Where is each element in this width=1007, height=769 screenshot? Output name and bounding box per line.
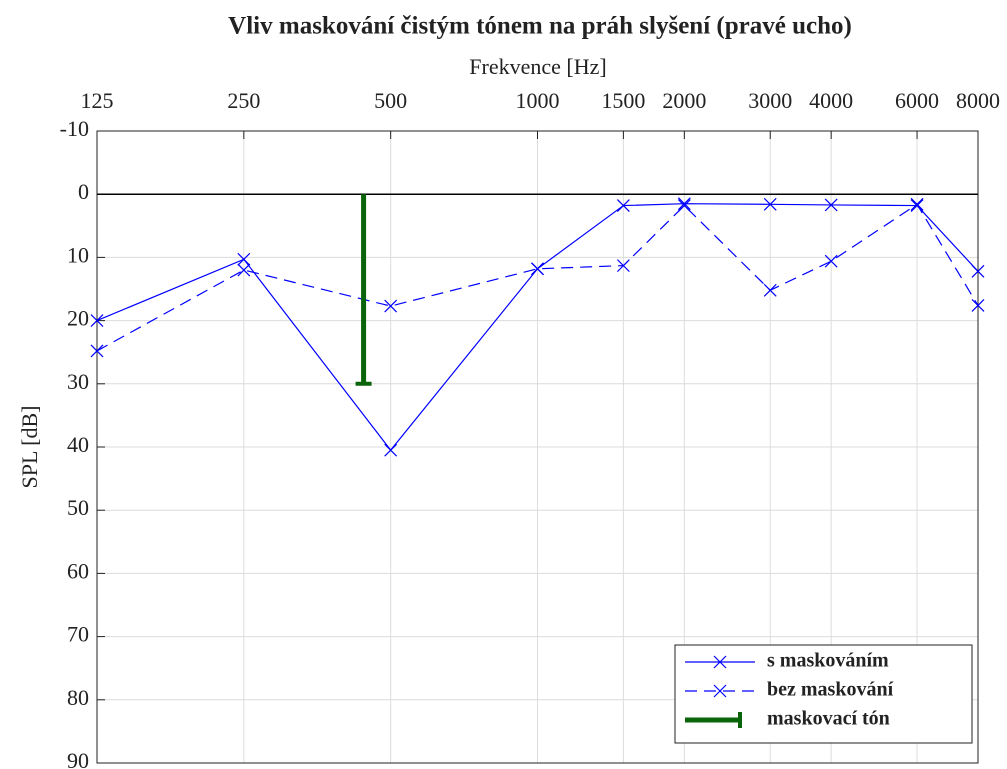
x-tick-label: 250 [227, 88, 260, 113]
chart-title: Vliv maskování čistým tónem na práh slyš… [228, 13, 852, 40]
marker [677, 199, 691, 213]
marker [971, 299, 985, 312]
y-tick-label: 80 [67, 685, 89, 710]
y-tick-label: 40 [67, 432, 89, 457]
marker [971, 264, 985, 278]
x-tick-label: 1500 [601, 88, 645, 113]
x-tick-label: 8000 [956, 88, 1000, 113]
y-tick-label: 0 [78, 179, 89, 204]
legend-box [674, 644, 973, 744]
x-tick-label: 2000 [662, 88, 706, 113]
marker [616, 199, 630, 213]
marker [90, 344, 104, 358]
marker [90, 314, 104, 328]
x-tick-label: 1000 [516, 88, 560, 113]
x-tick-label: 125 [81, 88, 114, 113]
y-tick-label: 30 [67, 369, 89, 394]
legend-swatch [713, 684, 727, 698]
series-line [96, 203, 979, 352]
marker [384, 299, 398, 313]
x-tick-label: 3000 [748, 88, 792, 113]
series-line [96, 203, 979, 452]
y-tick-label: 50 [67, 495, 89, 520]
y-tick-label: 60 [67, 558, 89, 583]
y-tick-label: 90 [67, 748, 89, 769]
y-tick-label: 10 [67, 242, 89, 267]
y-tick-label: 20 [67, 306, 89, 331]
y-axis-label: SPL [dB] [17, 406, 42, 489]
marker [763, 197, 777, 211]
y-tick-label: -10 [60, 116, 89, 141]
legend-label: bez maskování [767, 679, 894, 701]
marker [763, 283, 777, 297]
marker [824, 198, 838, 212]
x-tick-label: 500 [374, 88, 407, 113]
marker [677, 197, 691, 211]
legend-label: s maskováním [767, 650, 889, 672]
x-tick-label: 6000 [895, 88, 939, 113]
y-tick-label: 70 [67, 622, 89, 647]
legend-label: maskovací tón [767, 708, 890, 730]
marker [910, 197, 924, 211]
marker [616, 259, 630, 273]
x-axis-label: Frekvence [Hz] [469, 54, 606, 79]
marker [910, 199, 924, 213]
marker [384, 443, 398, 457]
marker [237, 263, 251, 277]
x-tick-label: 4000 [809, 88, 853, 113]
legend-swatch [713, 655, 727, 669]
marker [824, 254, 838, 268]
marker [237, 252, 251, 266]
plot-frame [96, 130, 979, 764]
marker [531, 262, 544, 276]
